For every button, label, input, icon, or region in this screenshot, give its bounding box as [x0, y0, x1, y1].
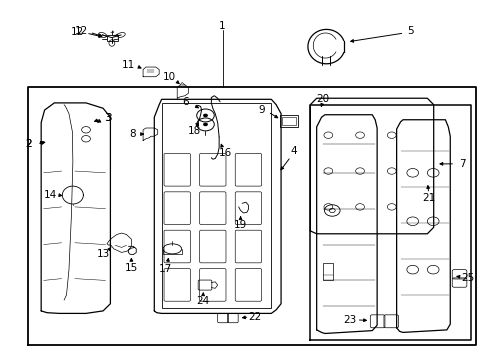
- Text: 10: 10: [162, 72, 175, 82]
- Text: 8: 8: [129, 129, 135, 139]
- Text: 23: 23: [343, 315, 356, 325]
- Text: 11: 11: [122, 59, 135, 69]
- Text: 15: 15: [124, 263, 138, 273]
- Text: 14: 14: [44, 190, 57, 200]
- Text: 3: 3: [104, 113, 111, 123]
- Text: 1: 1: [219, 21, 225, 31]
- Text: 24: 24: [196, 296, 209, 306]
- Bar: [279, 116, 298, 127]
- Circle shape: [203, 114, 207, 117]
- Bar: [282, 117, 295, 125]
- Bar: [161, 103, 271, 309]
- Text: 3: 3: [103, 113, 110, 123]
- Text: 6: 6: [183, 97, 189, 107]
- Bar: [322, 263, 332, 280]
- Bar: [107, 35, 118, 41]
- Text: 25: 25: [460, 273, 473, 283]
- Text: 2: 2: [25, 139, 32, 149]
- Text: 9: 9: [258, 105, 264, 115]
- Text: 5: 5: [406, 26, 413, 36]
- Text: 12: 12: [75, 26, 88, 36]
- Text: 4: 4: [289, 146, 296, 156]
- Text: 2: 2: [25, 139, 32, 149]
- Circle shape: [203, 123, 207, 126]
- Text: 19: 19: [233, 220, 247, 230]
- Text: 20: 20: [315, 94, 328, 104]
- Text: 18: 18: [188, 126, 201, 135]
- Text: 21: 21: [421, 193, 434, 203]
- Text: 12: 12: [71, 27, 84, 37]
- Text: 22: 22: [248, 312, 261, 322]
- Text: 7: 7: [458, 159, 465, 169]
- Text: 13: 13: [96, 248, 109, 258]
- Text: 17: 17: [159, 264, 172, 274]
- Text: 16: 16: [218, 148, 231, 158]
